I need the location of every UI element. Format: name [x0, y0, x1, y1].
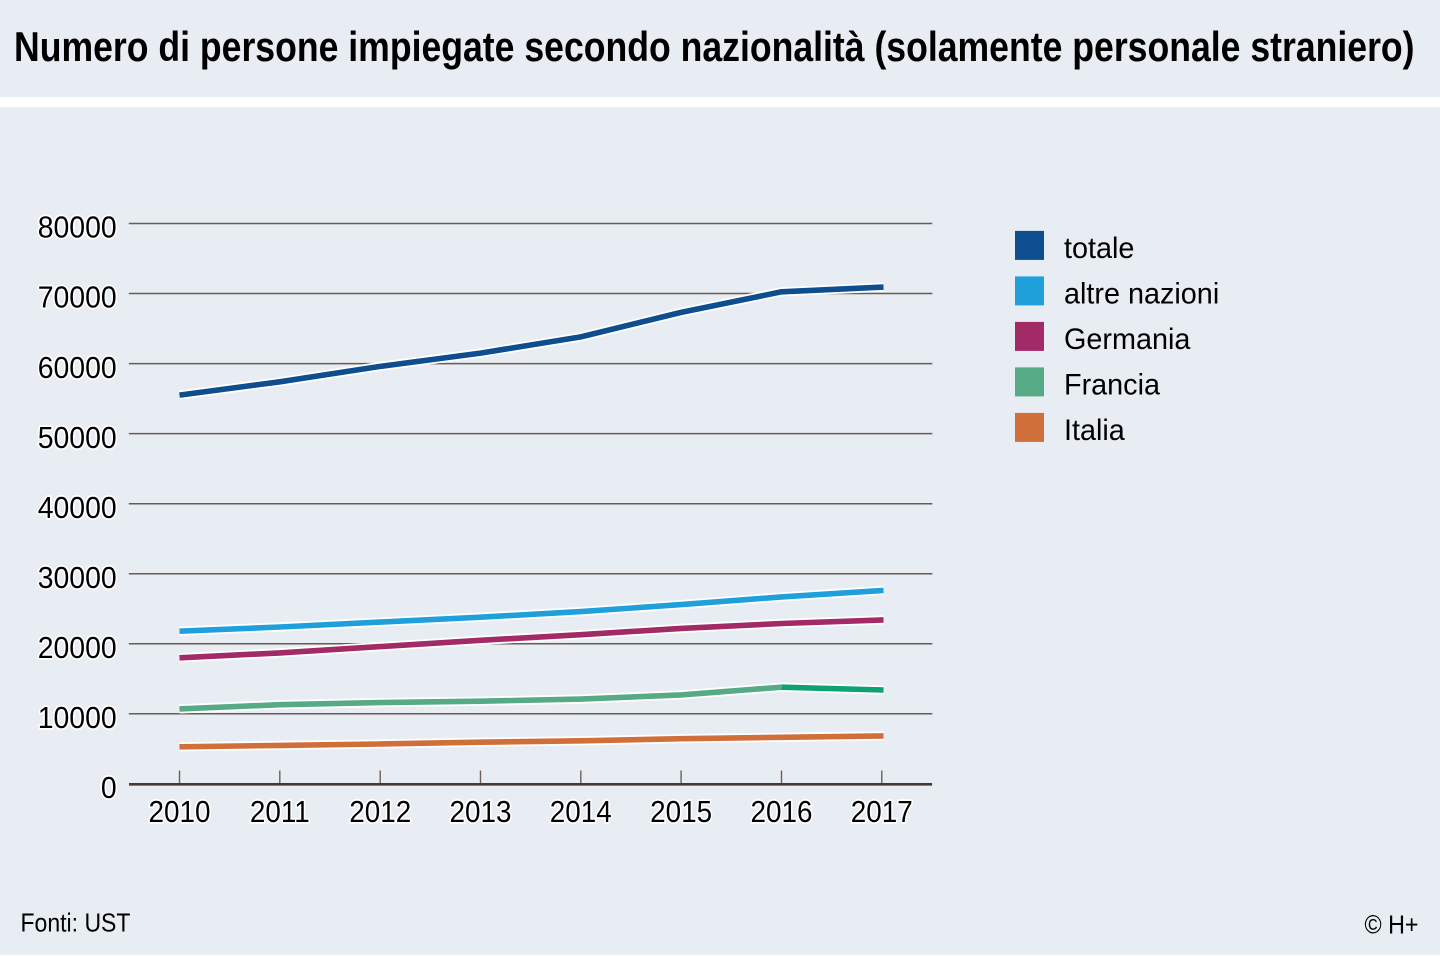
svg-text:60000: 60000	[38, 351, 117, 385]
svg-text:2012: 2012	[349, 795, 411, 830]
svg-text:© H+: © H+	[1365, 911, 1419, 939]
svg-text:2017: 2017	[851, 795, 913, 830]
svg-text:Fonti: UST: Fonti: UST	[21, 909, 131, 938]
svg-text:0: 0	[101, 771, 117, 805]
svg-text:totale: totale	[1064, 231, 1134, 265]
svg-text:Germania: Germania	[1064, 322, 1191, 356]
svg-text:80000: 80000	[38, 211, 117, 245]
svg-text:Francia: Francia	[1064, 368, 1161, 402]
svg-text:2013: 2013	[450, 795, 512, 830]
svg-text:2014: 2014	[550, 795, 612, 830]
svg-text:altre nazioni: altre nazioni	[1064, 277, 1219, 311]
svg-text:50000: 50000	[38, 421, 117, 455]
svg-text:2016: 2016	[751, 795, 813, 830]
svg-text:20000: 20000	[38, 631, 117, 665]
svg-text:40000: 40000	[38, 491, 117, 525]
svg-text:2011: 2011	[250, 795, 310, 830]
svg-text:2015: 2015	[650, 795, 712, 830]
svg-text:Italia: Italia	[1064, 413, 1125, 447]
svg-text:70000: 70000	[38, 281, 117, 315]
svg-text:30000: 30000	[38, 561, 117, 595]
svg-text:Numero di persone impiegate se: Numero di persone impiegate secondo nazi…	[14, 24, 1415, 70]
svg-text:2010: 2010	[149, 795, 211, 830]
svg-text:10000: 10000	[38, 701, 117, 735]
